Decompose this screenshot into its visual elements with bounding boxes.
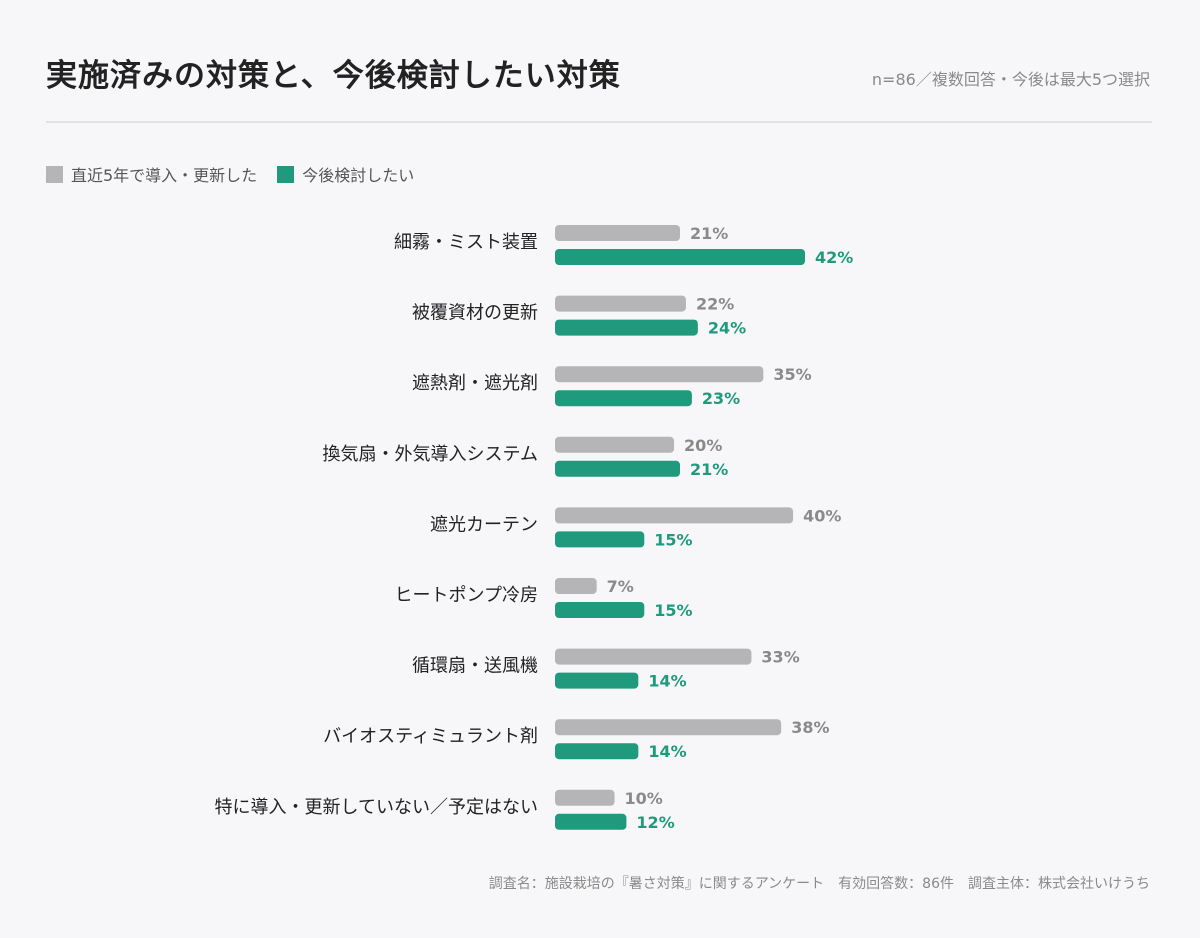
value-label-future: 42% — [815, 248, 853, 267]
legend-item-future: 今後検討したい — [277, 162, 414, 186]
bar-future — [555, 531, 645, 548]
bar-future — [555, 460, 680, 477]
value-label-past: 35% — [773, 365, 811, 384]
bar-past — [555, 578, 597, 594]
value-label-future: 15% — [654, 530, 692, 549]
footer-source: 調査名：施設栽培の『暑さ対策』に関するアンケート 有効回答数：86件 調査主体：… — [488, 876, 1150, 892]
category-label: 遮熱剤・遮光剤 — [412, 373, 538, 394]
chart-subtitle: n=86／複数回答・今後は最大5つ選択 — [871, 70, 1150, 89]
value-label-future: 23% — [702, 389, 740, 408]
value-label-past: 38% — [791, 718, 829, 737]
category-label: 被覆資材の更新 — [412, 303, 538, 324]
value-label-past: 22% — [696, 295, 734, 314]
legend-label-past: 直近5年で導入・更新した — [71, 166, 258, 185]
chart-title: 実施済みの対策と、今後検討したい対策 — [46, 58, 621, 94]
category-label: バイオスティミュラント剤 — [323, 726, 538, 747]
bar-past — [555, 366, 764, 383]
value-label-future: 24% — [708, 319, 746, 338]
bar-future — [555, 249, 805, 265]
legend-label-future: 今後検討したい — [302, 166, 415, 185]
bar-future — [555, 390, 692, 407]
bar-past — [555, 295, 686, 312]
value-label-past: 40% — [803, 506, 841, 525]
category-label: 特に導入・更新していない／予定はない — [215, 797, 538, 818]
bar-chart: 細霧・ミスト装置 21% 42% 被覆資材の更新 22% 24% 遮熱剤・遮光剤 35% 23%… — [215, 224, 854, 832]
bar-past — [555, 507, 794, 524]
value-label-past: 10% — [625, 789, 663, 808]
bar-past — [555, 225, 680, 241]
category-label: ヒートポンプ冷房 — [395, 585, 538, 606]
value-label-future: 15% — [654, 601, 692, 620]
category-label: 遮光カーテン — [430, 514, 538, 535]
legend-swatch-past — [46, 165, 63, 183]
bar-past — [555, 436, 675, 453]
value-label-past: 20% — [684, 436, 722, 455]
legend-item-past: 直近5年で導入・更新した — [46, 162, 257, 186]
value-label-future: 12% — [636, 813, 674, 832]
category-label: 循環扇・送風機 — [412, 656, 538, 677]
category-label: 細霧・ミスト装置 — [394, 232, 538, 253]
value-label-future: 21% — [690, 460, 728, 479]
bar-past — [555, 789, 615, 806]
legend: 直近5年で導入・更新した 今後検討したい — [46, 162, 434, 186]
bar-future — [555, 743, 639, 760]
bar-future — [555, 319, 698, 336]
header-divider — [46, 121, 1152, 123]
value-label-future: 14% — [648, 672, 686, 691]
value-label-past: 33% — [761, 648, 799, 667]
bar-past — [555, 719, 782, 736]
bar-past — [555, 648, 752, 665]
value-label-past: 7% — [607, 577, 634, 596]
bar-future — [555, 672, 639, 689]
bar-future — [555, 602, 645, 618]
value-label-future: 14% — [648, 742, 686, 761]
legend-swatch-future — [277, 165, 295, 183]
value-label-past: 21% — [690, 224, 728, 243]
bar-future — [555, 813, 627, 830]
category-label: 換気扇・外気導入システム — [323, 444, 538, 465]
